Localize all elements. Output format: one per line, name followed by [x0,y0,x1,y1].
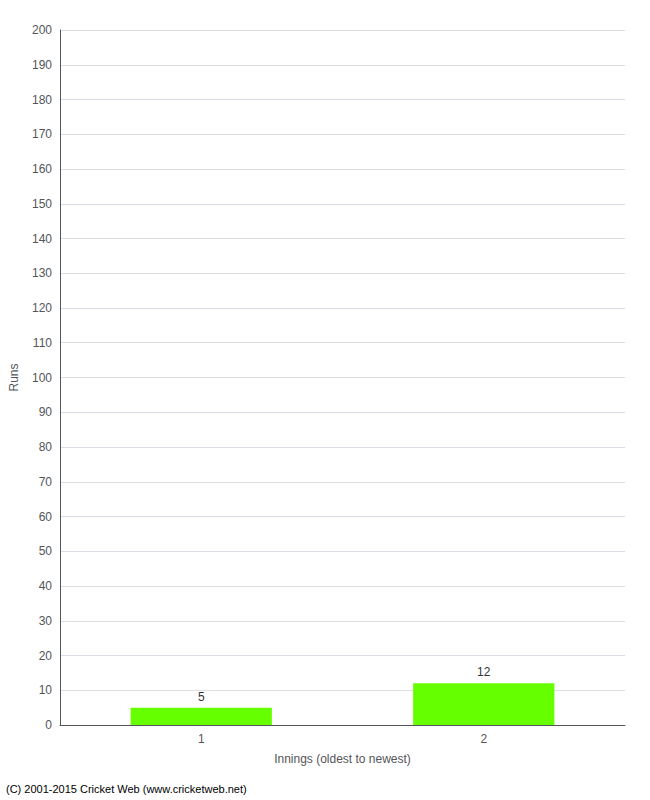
svg-text:160: 160 [32,162,52,176]
svg-text:120: 120 [32,301,52,315]
svg-text:12: 12 [477,665,491,679]
svg-text:130: 130 [32,266,52,280]
svg-text:0: 0 [45,718,52,732]
svg-text:Innings (oldest to newest): Innings (oldest to newest) [274,752,411,766]
svg-text:(C) 2001-2015 Cricket Web (www: (C) 2001-2015 Cricket Web (www.cricketwe… [6,783,247,795]
svg-text:170: 170 [32,127,52,141]
svg-text:200: 200 [32,23,52,37]
svg-text:40: 40 [39,579,53,593]
svg-text:50: 50 [39,544,53,558]
svg-text:60: 60 [39,510,53,524]
svg-text:150: 150 [32,197,52,211]
svg-text:2: 2 [480,732,487,746]
svg-text:70: 70 [39,475,53,489]
svg-text:10: 10 [39,683,53,697]
svg-text:110: 110 [33,336,52,350]
svg-text:190: 190 [32,58,52,72]
svg-text:180: 180 [32,93,52,107]
svg-text:140: 140 [32,232,52,246]
svg-text:80: 80 [39,440,53,454]
svg-text:20: 20 [39,649,53,663]
svg-text:Runs: Runs [7,363,21,391]
svg-text:1: 1 [198,732,205,746]
svg-text:5: 5 [198,690,205,704]
svg-text:100: 100 [32,371,52,385]
svg-text:30: 30 [39,614,53,628]
svg-text:90: 90 [39,405,53,419]
